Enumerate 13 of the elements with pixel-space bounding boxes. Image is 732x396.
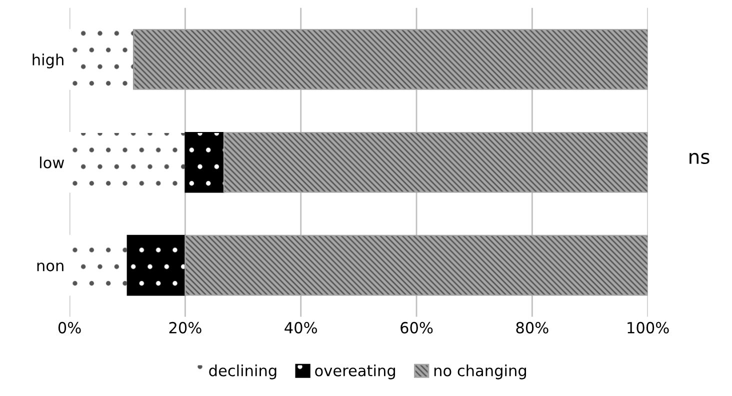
x-tick-label: 40% xyxy=(284,322,317,334)
text: ns xyxy=(690,152,710,164)
x-tick-label: 20% xyxy=(169,322,202,334)
legend-label: no changing xyxy=(434,364,526,380)
y-tick-label: non xyxy=(37,262,64,272)
y-tick-label: low xyxy=(40,156,64,168)
y-tick-label: high xyxy=(32,54,64,68)
x-tick-label: 80% xyxy=(516,322,548,334)
legend-label: declining xyxy=(209,364,276,380)
x-tick-label: 0% xyxy=(58,322,81,334)
legend-label: overeating xyxy=(315,364,395,380)
x-tick-label: 60% xyxy=(400,322,433,334)
x-tick-label: 100% xyxy=(628,322,669,334)
